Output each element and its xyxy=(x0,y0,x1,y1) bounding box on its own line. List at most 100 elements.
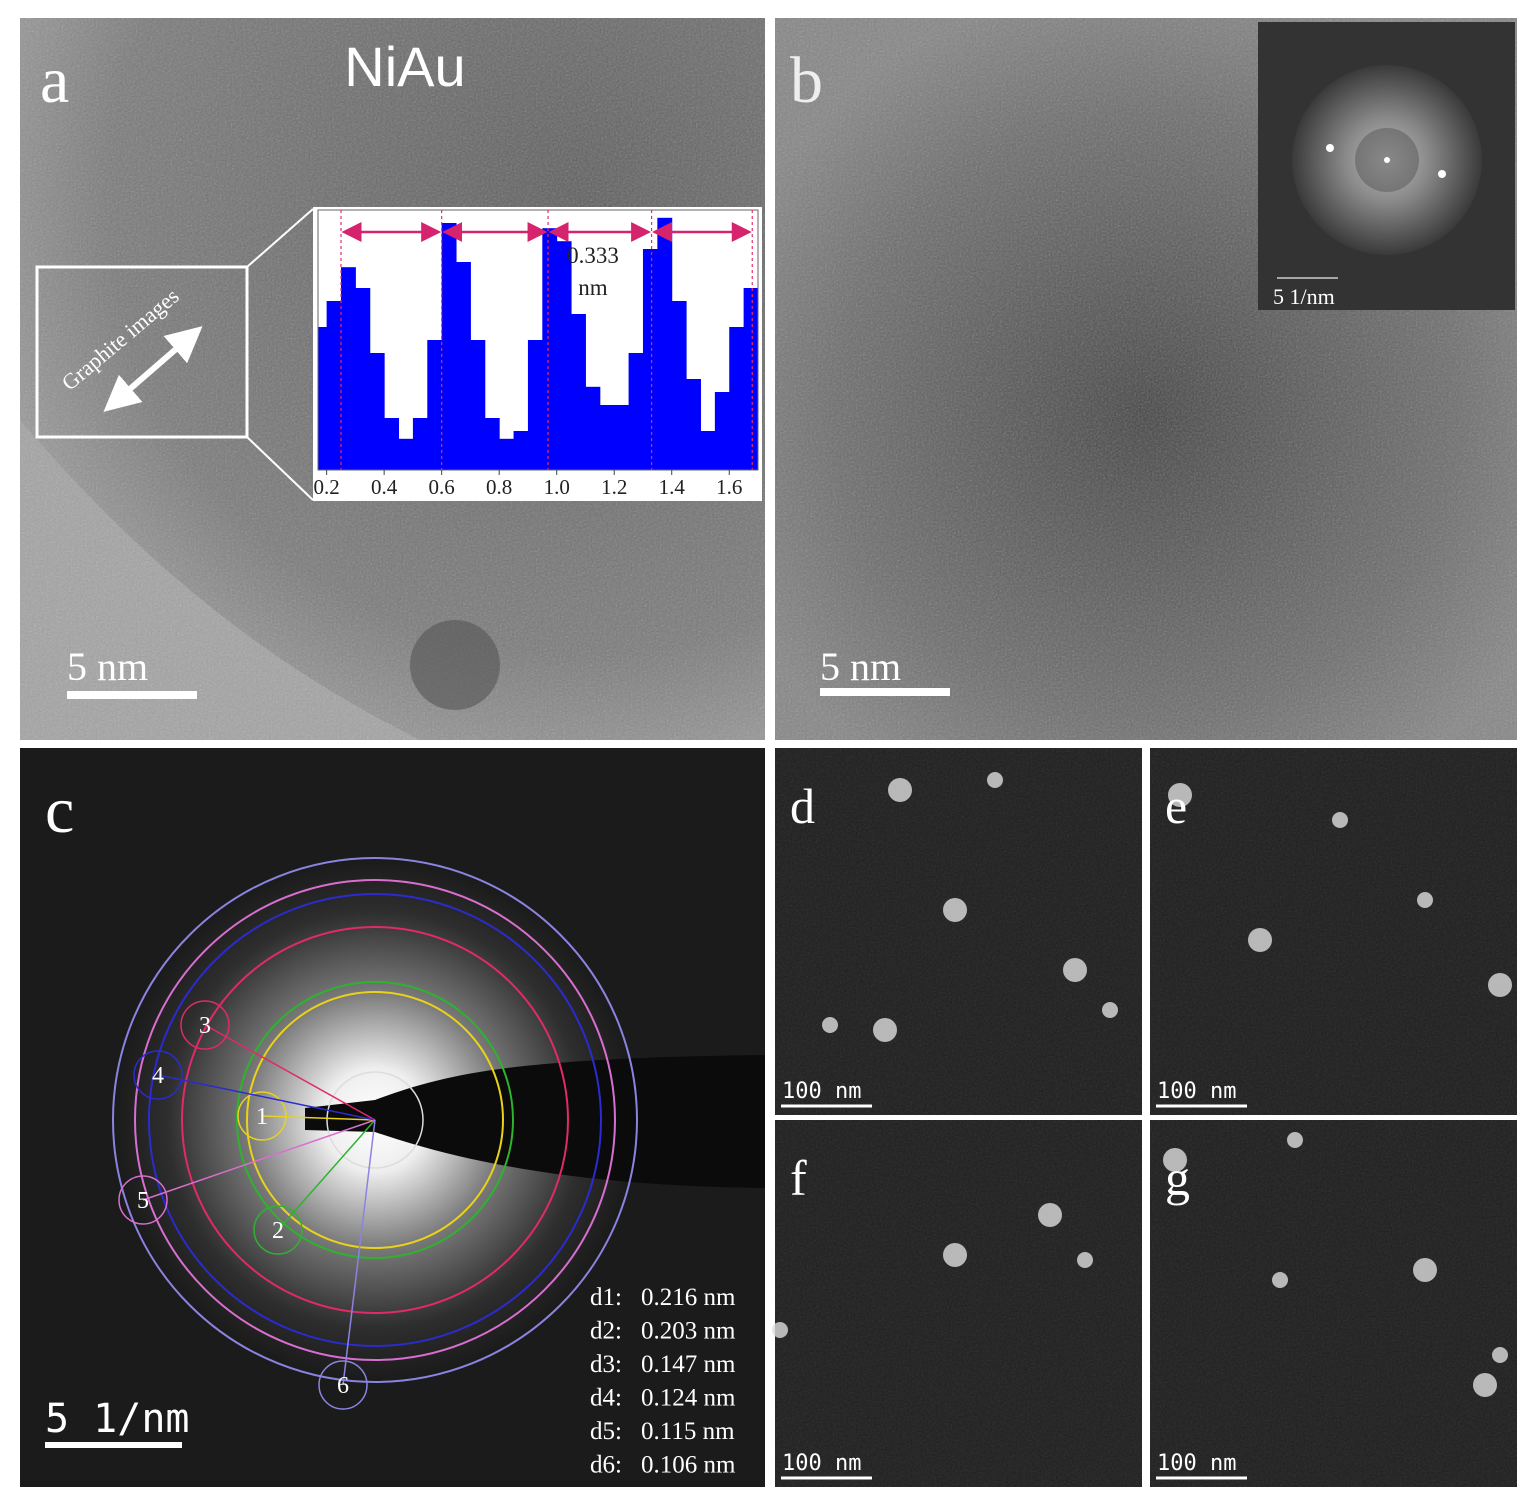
ring-marker xyxy=(133,1050,183,1100)
x-tick-label: 1.0 xyxy=(544,475,570,499)
ring-marker xyxy=(318,1360,368,1410)
direction-arrow xyxy=(103,326,203,412)
particle xyxy=(410,620,500,710)
profile-bar xyxy=(412,418,428,470)
panel-label: e xyxy=(1165,778,1187,834)
x-tick-label: 0.6 xyxy=(429,475,455,499)
ring-label: 3 xyxy=(199,1013,211,1039)
particle xyxy=(1417,892,1433,908)
panel-label: f xyxy=(790,1150,807,1206)
spacing-value: 0.147 nm xyxy=(641,1351,736,1378)
profile-bar xyxy=(484,418,500,470)
profile-bar xyxy=(657,217,673,470)
scale-bar-label: 5 1/nm xyxy=(45,1396,190,1442)
profile-bar xyxy=(355,288,371,470)
profile-bar xyxy=(427,340,443,470)
ring-label: 4 xyxy=(152,1063,164,1089)
profile-bar xyxy=(326,301,342,470)
spacing-name: d2: xyxy=(590,1318,622,1345)
scale-bar-label: 100 nm xyxy=(1157,1451,1236,1476)
particle xyxy=(1038,1203,1062,1227)
particle xyxy=(888,778,912,802)
ring-marker xyxy=(237,1091,287,1141)
profile-bar xyxy=(499,438,515,470)
particle xyxy=(1473,1373,1497,1397)
ring-marker xyxy=(253,1205,303,1255)
panel-b: b 5 nm 5 1/nm xyxy=(775,18,1517,740)
spacing-name: d3: xyxy=(590,1351,622,1378)
particle xyxy=(943,1243,967,1267)
profile-bar xyxy=(614,405,630,470)
zoom-line xyxy=(246,436,314,501)
panel-c: c 5 1/nm 1 2 3 4 5 6 d1: 0.216 nm d2: 0.203 nm d3:… xyxy=(20,748,765,1487)
particle xyxy=(987,772,1003,788)
ring xyxy=(148,893,602,1347)
ring xyxy=(181,926,569,1314)
profile-bar xyxy=(571,314,586,470)
panel-label: d xyxy=(790,778,815,834)
scale-bar-label: 5 1/nm xyxy=(1273,284,1335,309)
spacing-name: d4: xyxy=(590,1385,622,1412)
spacing-label: 0.333 xyxy=(567,243,619,268)
particle xyxy=(1287,1132,1303,1148)
spacing-name: d5: xyxy=(590,1418,622,1445)
texture xyxy=(1150,748,1517,1115)
panel-label: g xyxy=(1165,1150,1190,1206)
profile-bar xyxy=(671,301,687,470)
spacing-value: 0.216 nm xyxy=(641,1284,736,1311)
spacing-value: 0.106 nm xyxy=(641,1452,736,1479)
fft-spot xyxy=(1326,144,1334,152)
particle xyxy=(822,1017,838,1033)
particle xyxy=(1248,928,1272,952)
panel-label: b xyxy=(790,44,823,117)
particle xyxy=(1168,783,1192,807)
ring-marker xyxy=(180,1000,230,1050)
ring-radius xyxy=(204,1024,376,1121)
particle xyxy=(1492,1347,1508,1363)
spacing-unit: nm xyxy=(578,275,608,300)
scale-bar-label: 5 nm xyxy=(820,644,901,689)
panel-label: c xyxy=(45,774,74,847)
spacing-value: 0.115 nm xyxy=(641,1418,735,1445)
spacing-value: 0.124 nm xyxy=(641,1385,736,1412)
scale-bar-label: 5 nm xyxy=(67,644,148,689)
profile-bar xyxy=(341,267,356,470)
spacing-name: d6: xyxy=(590,1452,622,1479)
particle xyxy=(1163,1148,1187,1172)
profile-bar xyxy=(456,262,471,470)
ring xyxy=(246,991,504,1249)
center-ring xyxy=(326,1071,424,1169)
profile-bar xyxy=(384,418,400,470)
plot-frame xyxy=(317,209,759,471)
scale-bar-label: 100 nm xyxy=(782,1079,861,1104)
particle xyxy=(1488,973,1512,997)
profile-bar xyxy=(714,392,730,470)
profile-bar xyxy=(729,327,745,470)
x-tick-label: 1.4 xyxy=(659,475,686,499)
ring xyxy=(134,879,616,1361)
ring xyxy=(112,857,638,1383)
particle xyxy=(1063,958,1087,982)
ring-label: 1 xyxy=(256,1104,268,1130)
profile-plot: 0.2 0.4 0.6 0.8 1.0 1.2 1.4 1.6 xyxy=(314,209,759,499)
ring-label: 5 xyxy=(137,1188,149,1214)
dark-field-panels: d 100 nm e 100 nm f 100 nm g 100 nm xyxy=(772,748,1517,1487)
profile-bar xyxy=(585,386,601,470)
profile-bar xyxy=(527,340,543,470)
zoom-line xyxy=(246,208,314,268)
texture xyxy=(1150,1120,1517,1487)
particle xyxy=(943,898,967,922)
profile-bar xyxy=(318,327,328,470)
texture xyxy=(775,748,1142,1115)
ring-radius xyxy=(142,1119,376,1201)
profile-bar xyxy=(599,405,615,470)
x-tick-label: 0.4 xyxy=(371,475,398,499)
particle xyxy=(1102,1002,1118,1018)
beam-stop xyxy=(305,1055,765,1188)
ring-marker xyxy=(118,1175,168,1225)
panel-title: NiAu xyxy=(344,35,465,98)
panel-label: a xyxy=(40,44,69,117)
profile-bar xyxy=(542,228,558,470)
particle xyxy=(1413,1258,1437,1282)
